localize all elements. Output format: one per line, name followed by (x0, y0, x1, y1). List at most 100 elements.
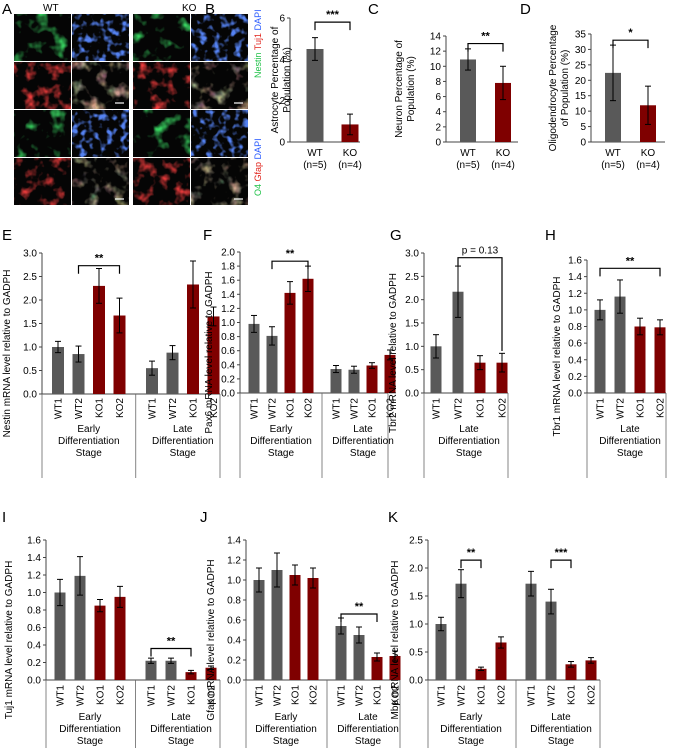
significance-label: ** (286, 248, 295, 260)
panel-label-a: A (2, 1, 12, 18)
y-axis-label: Tbr2 mRNA level relative to GADPH (388, 273, 399, 433)
bar-ko1 (366, 365, 378, 393)
error-bar (433, 334, 439, 359)
group-label: Stage (273, 736, 300, 747)
error-bar (657, 319, 663, 336)
error-bar (478, 666, 484, 671)
category-label: WT2 (74, 398, 85, 420)
error-bar (528, 570, 534, 597)
y-tick-label: 5 (580, 122, 586, 133)
y-tick-label: 0.0 (405, 389, 419, 400)
bar-ko (495, 82, 511, 142)
significance-bracket: * (612, 27, 649, 49)
bar-wt1 (430, 346, 442, 393)
chart-e: E 0.0 0.5 1.0 1.5 2.0 2.5 3.0 Nestin mRNA level … (2, 227, 221, 478)
error-bar (97, 599, 103, 613)
y-tick-label: 0.0 (227, 676, 241, 687)
y-tick-label: 1.0 (227, 576, 241, 587)
category-label: KO1 (476, 398, 487, 418)
significance-bracket: ** (467, 31, 504, 52)
micrograph-tile (14, 110, 71, 157)
svg-text:Population (%): Population (%) (406, 56, 417, 122)
error-bar (168, 657, 174, 664)
group-label: Stage (548, 736, 575, 747)
y-tick-label: 0.2 (27, 658, 41, 669)
y-tick-label: 1.4 (221, 290, 235, 301)
bar-wt2 (266, 335, 278, 393)
y-tick-label: 25 (575, 60, 587, 71)
category-label: WT1 (432, 398, 443, 420)
category-label: WT2 (616, 398, 627, 420)
y-tick-label: 0.6 (227, 616, 241, 627)
y-tick-label: 4 (435, 107, 441, 118)
significance-bracket: ** (460, 547, 482, 569)
stain-dapi-bottom: DAPI (253, 138, 263, 159)
panel-label: E (2, 227, 12, 244)
group-label: Stage (168, 736, 195, 747)
error-bar (455, 265, 461, 318)
y-tick-label: 3.0 (23, 249, 37, 260)
category-label: KO2 (309, 685, 320, 705)
error-bar (588, 657, 594, 664)
y-tick-label: 1.0 (221, 318, 235, 329)
y-tick-label: 8 (435, 77, 441, 88)
group-label: Stage (170, 448, 197, 459)
y-tick-label: 1.0 (405, 342, 419, 353)
category-label: KO1 (477, 685, 488, 705)
y-tick-label: 4 (279, 55, 285, 66)
error-bar (96, 268, 102, 304)
micrograph-tile (191, 14, 248, 61)
group-label: Differentiation (250, 436, 312, 447)
y-tick-label: 10 (575, 107, 587, 118)
micrograph-tile (72, 14, 129, 61)
y-tick-label: 6 (435, 92, 441, 103)
y-tick-label: 10 (430, 62, 442, 73)
category-label: WT1 (148, 398, 159, 420)
y-tick-label: 1.0 (27, 588, 41, 599)
y-tick-label: 0.2 (568, 372, 582, 383)
bar-ko1 (93, 285, 105, 394)
y-tick-label: 1.4 (227, 536, 241, 547)
y-tick-label: 1.0 (23, 343, 37, 354)
group-label: Differentiation (599, 436, 661, 447)
error-bar (356, 626, 362, 644)
y-axis-label: Mbp mRNA level relative to GADPH (390, 561, 401, 720)
micrograph-tile (133, 110, 190, 157)
group-label: Stage (456, 448, 483, 459)
error-bar (274, 552, 280, 588)
error-bar (548, 588, 554, 615)
category-label: (n=5) (601, 160, 625, 171)
y-tick-label: 1.4 (27, 553, 41, 564)
group-label: Differentiation (332, 436, 394, 447)
micrograph-tile (72, 110, 129, 157)
error-bar (597, 299, 603, 321)
y-tick-label: 1.2 (221, 304, 235, 315)
significance-bracket: *** (550, 547, 572, 569)
stain-legend-bottom: O4 Gfap DAPI (253, 138, 263, 196)
y-tick-label: 12 (430, 47, 442, 58)
panel-label: K (388, 509, 398, 526)
group-label: Stage (458, 736, 485, 747)
category-label: (n=4) (491, 160, 515, 171)
group-label: Differentiation (255, 724, 317, 735)
chart-g: G 0.0 0.5 1.0 1.5 2.0 2.5 3.0 Tbr2 mRNA level re… (388, 227, 509, 478)
error-bar (251, 314, 257, 333)
stain-dapi-top: DAPI (253, 9, 263, 30)
y-tick-label: 0.2 (227, 656, 241, 667)
error-bar (568, 661, 574, 668)
y-axis-label: Nestin mRNA level relative to GADPH (2, 270, 13, 438)
group-label: Differentiation (337, 724, 399, 735)
svg-text:Neuron Percentage of: Neuron Percentage of (394, 40, 405, 138)
significance-label: *** (326, 9, 340, 21)
error-bar (333, 365, 339, 374)
y-tick-label: 0.5 (409, 648, 423, 659)
y-tick-label: 0.8 (27, 606, 41, 617)
y-tick-label: 0.0 (27, 676, 41, 687)
error-bar (477, 355, 483, 371)
y-tick-label: 2.5 (23, 272, 37, 283)
error-bar (116, 297, 123, 334)
y-tick-label: 2.0 (405, 295, 419, 306)
error-bar (498, 636, 504, 649)
